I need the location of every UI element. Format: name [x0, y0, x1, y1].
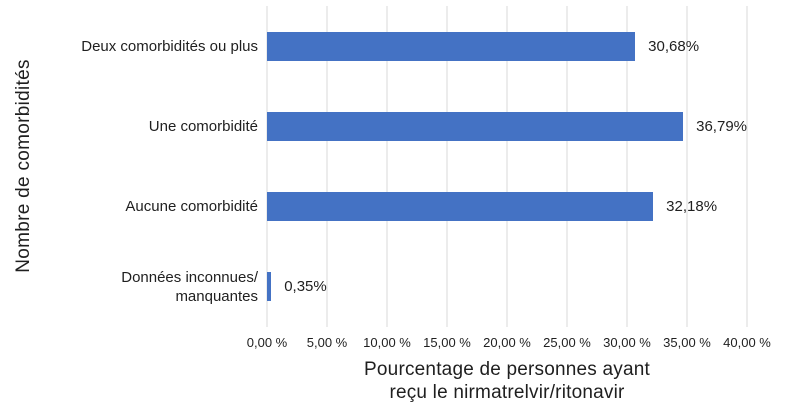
x-tick-label: 20,00 %: [483, 335, 531, 350]
category-labels: Deux comorbidités ou plus Une comorbidité…: [48, 6, 258, 327]
gridline: [626, 6, 628, 327]
x-tick-label: 40,00 %: [723, 335, 771, 350]
category-label: Deux comorbidités ou plus: [81, 37, 258, 55]
x-tick-label: 0,00 %: [246, 335, 288, 350]
value-label: 36,79%: [696, 117, 747, 135]
x-tick-label: 10,00 %: [363, 335, 411, 350]
bar: [267, 272, 272, 302]
x-tick-label: 25,00 %: [543, 335, 591, 350]
value-label: 32,18%: [666, 198, 718, 216]
x-tick-label: 30,00 %: [603, 335, 651, 350]
category-label: Données inconnues/ manquantes: [121, 268, 258, 305]
gridline: [266, 6, 268, 327]
gridline: [446, 6, 448, 327]
gridline: [686, 6, 688, 327]
x-tick-label: 5,00 %: [306, 335, 348, 350]
value-label: 0,35%: [284, 278, 327, 296]
category-label: Une comorbidité: [148, 117, 258, 135]
gridline: [746, 6, 748, 327]
gridline: [566, 6, 568, 327]
gridlines: [266, 6, 748, 327]
y-axis-title: Nombre de comorbidités: [13, 59, 34, 273]
value-label: 30,68%: [648, 37, 700, 55]
bar: [267, 31, 636, 61]
bars: 30,68% 36,79% 32,18% 0,35%: [267, 6, 747, 327]
gridline: [386, 6, 388, 327]
x-tick-label: 35,00 %: [663, 335, 711, 350]
gridline: [326, 6, 328, 327]
bar: [267, 192, 654, 222]
plot-area: 30,68% 36,79% 32,18% 0,35%: [266, 6, 748, 327]
bar-row: 36,79%: [267, 86, 747, 166]
x-tick-labels: 0,00 % 5,00 % 10,00 % 15,00 % 20,00 % 25,00 %…: [247, 335, 771, 353]
gridline: [506, 6, 508, 327]
category-label: Aucune comorbidité: [125, 198, 258, 216]
x-axis-title: Pourcentage de personnes ayant reçu le n…: [364, 359, 650, 403]
bar: [267, 111, 684, 141]
bar-row: 32,18%: [267, 167, 747, 247]
x-tick-label: 15,00 %: [423, 335, 471, 350]
bar-row: 30,68%: [267, 6, 747, 86]
bar-row: 0,35%: [267, 247, 747, 327]
